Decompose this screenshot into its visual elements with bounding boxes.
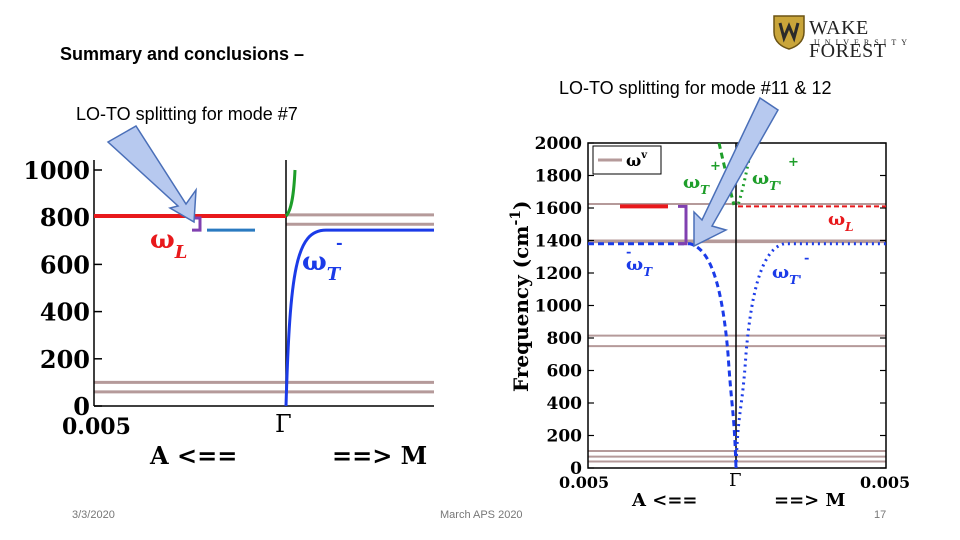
- university-logo: WAKE FOREST UNIVERSITY: [772, 14, 942, 62]
- chart1-xtick-gamma: Γ: [275, 410, 292, 438]
- shield-icon: [773, 15, 805, 50]
- chart1-ytick-label-0: 0: [73, 392, 90, 421]
- chart2-ytick-label-4: 800: [547, 329, 583, 349]
- chart2-xlabel-left: A <==: [631, 490, 697, 511]
- chart1-y-ticks: 0 200 400 600 800 1000: [23, 156, 102, 421]
- chart2-splitting-bracket: [678, 204, 688, 246]
- chart2-series-wt: [588, 242, 738, 469]
- chart2-gray-lines: [588, 202, 886, 463]
- chart2-ytick-label-1: 200: [547, 427, 583, 447]
- chart1-ytick-label-5: 1000: [23, 156, 90, 185]
- chart2-ytick-label-0: 0: [570, 459, 582, 479]
- chart2-label-wt-sup: -: [626, 245, 631, 260]
- chart2-xlabel-right: ==> M: [774, 490, 846, 511]
- chart1-ytick-label-4: 800: [40, 203, 90, 232]
- chart2-label-wt-prime-sup: -: [804, 251, 809, 266]
- slide-title: Summary and conclusions –: [60, 44, 305, 64]
- footer-event: March APS 2020: [440, 509, 523, 521]
- chart2-ytick-label-6: 1200: [535, 264, 582, 284]
- chart1-ytick-label-3: 600: [40, 250, 90, 279]
- chart2-ytick-label-10: 2000: [535, 134, 582, 154]
- chart1-splitting-bracket: [192, 216, 202, 232]
- chart2-legend-label: ωv: [626, 150, 648, 170]
- chart1-arrow: [106, 124, 197, 224]
- chart1-xlabel-right: ==> M: [332, 441, 427, 470]
- footer-date: 3/3/2020: [72, 509, 115, 521]
- chart2-ytick-label-3: 600: [547, 362, 583, 382]
- chart1-xtick-left: 0.005: [62, 414, 131, 440]
- logo-name: WAKE FOREST: [809, 17, 887, 62]
- chart2-ylabel: Frequency (cm-1): [508, 201, 533, 393]
- chart2-label-wt-plus: ωT: [683, 172, 710, 197]
- chart2-xtick-right: 0.005: [860, 473, 910, 492]
- chart2-label-wt-prime: ωT': [772, 262, 802, 287]
- chart2-ytick-label-7: 1400: [535, 232, 582, 252]
- chart1-ytick-label-2: 400: [40, 298, 90, 327]
- chart2-arrow: [693, 96, 779, 248]
- chart1-ytick-label-1: 200: [40, 345, 90, 374]
- chart1-series-wt: [284, 228, 434, 407]
- chart2-xtick-gamma: Γ: [729, 470, 742, 491]
- chart2-label-wt-prime-plus-sup: +: [788, 155, 799, 170]
- chart2-label-wt-prime-plus: ωT': [752, 168, 782, 193]
- chart2-ytick-label-8: 1600: [535, 199, 582, 219]
- chart2-frame: [587, 142, 887, 469]
- chart1-heading: LO-TO splitting for mode #7: [76, 104, 298, 124]
- chart2-series-wt-prime: [734, 242, 886, 469]
- chart1-series-green: [284, 169, 297, 218]
- chart1-label-wl: ωL: [150, 225, 187, 263]
- chart2-xtick-left: 0.005: [559, 473, 609, 492]
- logo-subtitle: UNIVERSITY: [814, 38, 912, 47]
- chart2-label-wt-plus-sup: +: [710, 159, 721, 174]
- chart2-label-wl: ωL: [828, 209, 854, 234]
- chart1-label-wt-sup: -: [336, 233, 343, 252]
- chart2-y-ticks: 0 200 400 600 800 1000 1200 1400 1600 1800 2000: [535, 134, 886, 479]
- chart2-ytick-label-5: 1000: [535, 297, 582, 317]
- chart2-ytick-label-9: 1800: [535, 167, 582, 187]
- chart2-label-wt: ωT: [626, 254, 653, 279]
- footer-page-number: 17: [874, 509, 887, 521]
- chart1-xlabel-left: A <==: [149, 441, 237, 470]
- chart2-heading: LO-TO splitting for mode #11 & 12: [559, 78, 832, 98]
- chart1-gray-lines: [94, 213, 434, 394]
- chart1-label-wt: ωT: [302, 247, 342, 285]
- chart2-ytick-label-2: 400: [547, 394, 583, 414]
